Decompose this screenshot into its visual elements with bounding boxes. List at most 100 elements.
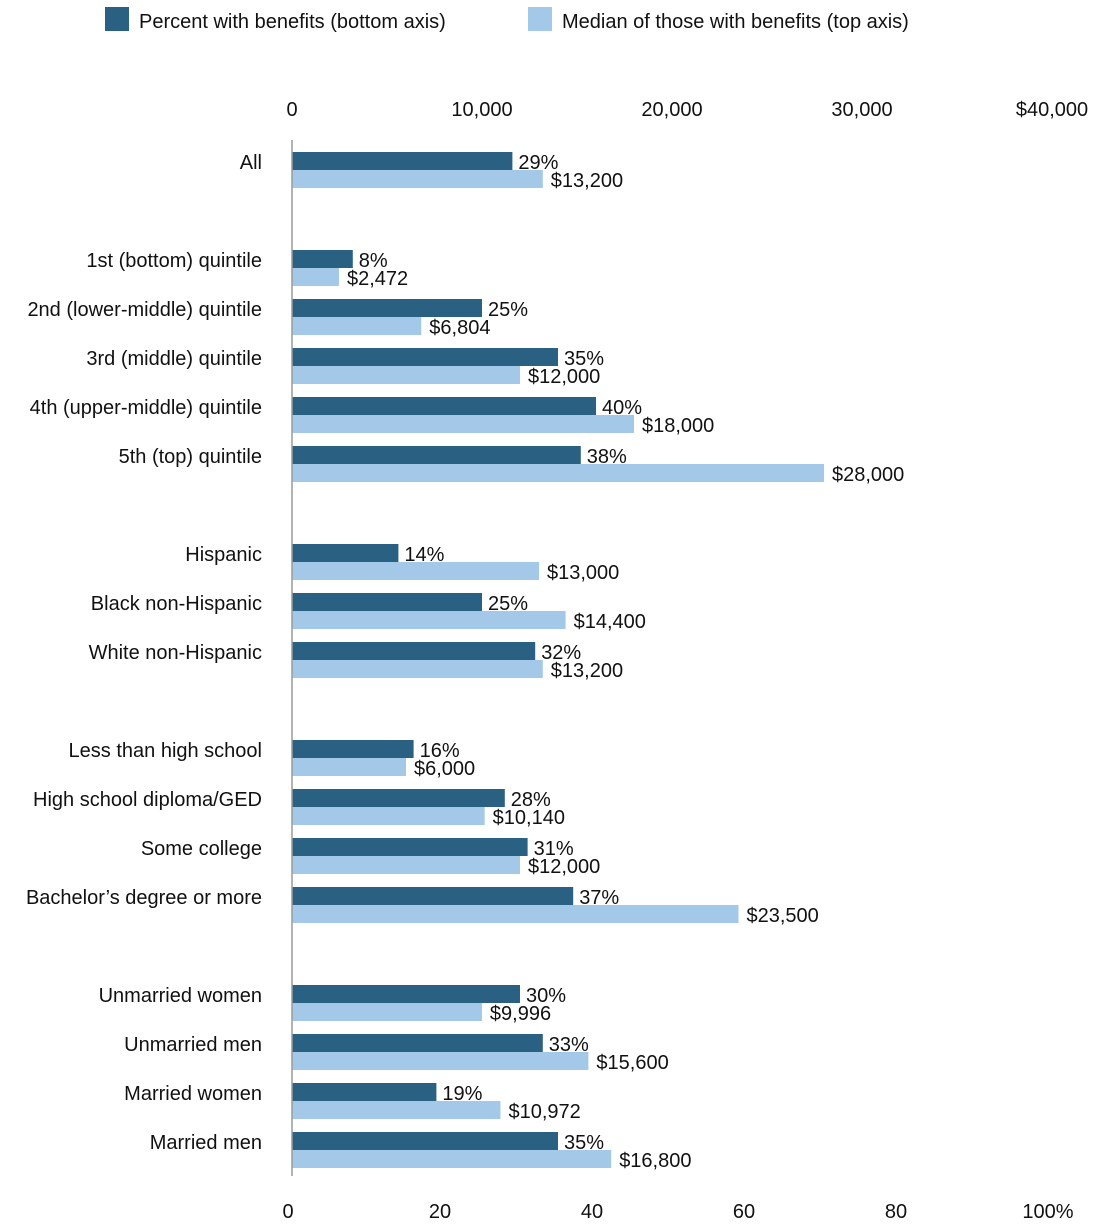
bar-median <box>292 562 539 580</box>
legend-swatch-median <box>528 7 552 31</box>
data-label-median: $9,996 <box>490 1003 551 1025</box>
top-axis-tick-label: 0 <box>286 99 297 121</box>
bottom-axis-tick-label: 80 <box>885 1201 907 1222</box>
category-label: Unmarried women <box>99 985 262 1007</box>
category-label: Bachelor’s degree or more <box>26 887 262 909</box>
legend: Percent with benefits (bottom axis) Medi… <box>105 7 909 33</box>
bar-median <box>292 464 824 482</box>
category-label: White non-Hispanic <box>89 642 262 664</box>
bottom-axis: 0 20 40 60 80 100% <box>282 1201 1073 1223</box>
bars: All 29% $13,200 1st (bottom) quintile 8%$2,4… <box>26 152 904 1172</box>
data-label-percent: 30% <box>526 985 566 1007</box>
bar-median <box>292 415 634 433</box>
category-label: Less than high school <box>69 740 262 762</box>
category-label: High school diploma/GED <box>33 789 262 811</box>
bar-percent <box>292 1083 437 1101</box>
category-label: Married women <box>124 1083 262 1105</box>
data-label-median: $12,000 <box>528 856 600 878</box>
data-label-percent: 14% <box>404 544 444 566</box>
category-label: 4th (upper-middle) quintile <box>30 397 262 419</box>
bottom-axis-tick-label: 60 <box>733 1201 755 1222</box>
category-row: Black non-Hispanic 25% $14,400 <box>91 593 646 633</box>
category-row: Unmarried men 33% $15,600 <box>124 1034 669 1074</box>
category-label: 5th (top) quintile <box>119 446 262 468</box>
bar-percent <box>292 1132 558 1150</box>
top-axis: 0 10,000 20,000 30,000 $40,000 <box>286 99 1088 121</box>
bar-median <box>292 366 520 384</box>
category-row: 5th (top) quintile 38% $28,000 <box>119 446 904 486</box>
category-row: White non-Hispanic 32%$13,200 <box>89 642 623 682</box>
category-label: Married men <box>150 1132 262 1154</box>
data-label-percent: 35% <box>564 348 604 370</box>
data-label-median: $6,000 <box>414 758 475 780</box>
bar-median <box>292 1101 501 1119</box>
category-row: 1st (bottom) quintile 8%$2,472 <box>86 250 408 290</box>
category-label: All <box>240 152 262 174</box>
category-row: Less than high school 16%$6,000 <box>69 740 475 780</box>
category-row: Hispanic 14% $13,000 <box>185 544 619 584</box>
bar-percent <box>292 250 353 268</box>
data-label-median: $15,600 <box>596 1052 668 1074</box>
category-label: Unmarried men <box>124 1034 262 1056</box>
data-label-median: $14,400 <box>574 611 646 633</box>
category-label: 2nd (lower-middle) quintile <box>27 299 262 321</box>
legend-label-percent: Percent with benefits (bottom axis) <box>139 11 446 33</box>
category-row: 2nd (lower-middle) quintile 25%$6,804 <box>27 299 528 339</box>
data-label-percent: 38% <box>587 446 627 468</box>
bar-percent <box>292 397 596 415</box>
data-label-percent: 25% <box>488 593 528 615</box>
data-label-percent: 40% <box>602 397 642 419</box>
data-label-percent: 29% <box>518 152 558 174</box>
bar-percent <box>292 348 558 366</box>
data-label-percent: 19% <box>442 1083 482 1105</box>
data-label-percent: 33% <box>549 1034 589 1056</box>
data-label-percent: 32% <box>541 642 581 664</box>
category-row: Bachelor’s degree or more 37% $23,500 <box>26 887 819 927</box>
category-label: Black non-Hispanic <box>91 593 262 615</box>
category-row: Some college 31%$12,000 <box>141 838 600 878</box>
bar-median <box>292 1052 589 1070</box>
category-row: Married men 35% $16,800 <box>150 1132 691 1172</box>
category-row: Unmarried women 30%$9,996 <box>99 985 566 1025</box>
bar-median <box>292 170 543 188</box>
data-label-median: $2,472 <box>347 268 408 290</box>
bar-median <box>292 905 739 923</box>
bar-median <box>292 1003 482 1021</box>
category-row: 3rd (middle) quintile 35%$12,000 <box>86 348 604 388</box>
data-label-median: $13,200 <box>551 660 623 682</box>
category-row: All 29%$13,200 <box>240 152 623 192</box>
bar-percent <box>292 299 482 317</box>
bar-median <box>292 807 485 825</box>
bar-percent <box>292 838 528 856</box>
data-label-median: $28,000 <box>832 464 904 486</box>
bar-percent <box>292 544 399 562</box>
top-axis-tick-label: 30,000 <box>831 99 892 121</box>
data-label-median: $10,972 <box>508 1101 580 1123</box>
data-label-median: $18,000 <box>642 415 714 437</box>
bar-median <box>292 856 520 874</box>
bar-median <box>292 660 543 678</box>
bottom-axis-tick-label: 40 <box>581 1201 603 1222</box>
category-label: Some college <box>141 838 262 860</box>
bar-percent <box>292 446 581 464</box>
bar-median <box>292 1150 612 1168</box>
bar-median <box>292 758 406 776</box>
data-label-median: $6,804 <box>429 317 490 339</box>
data-label-median: $13,000 <box>547 562 619 584</box>
bottom-axis-tick-label: 0 <box>282 1201 293 1222</box>
bar-median <box>292 268 339 286</box>
legend-swatch-percent <box>105 7 129 31</box>
data-label-median: $16,800 <box>619 1150 691 1172</box>
category-label: 1st (bottom) quintile <box>86 250 262 272</box>
category-row: High school diploma/GED 28%$10,140 <box>33 789 565 829</box>
data-label-percent: 31% <box>534 838 574 860</box>
bar-percent <box>292 789 505 807</box>
bottom-axis-tick-label: 100% <box>1022 1201 1073 1222</box>
data-label-percent: 8% <box>359 250 388 272</box>
category-label: Hispanic <box>185 544 262 566</box>
bar-percent <box>292 642 536 660</box>
legend-label-median: Median of those with benefits (top axis) <box>562 11 909 33</box>
data-label-percent: 25% <box>488 299 528 321</box>
